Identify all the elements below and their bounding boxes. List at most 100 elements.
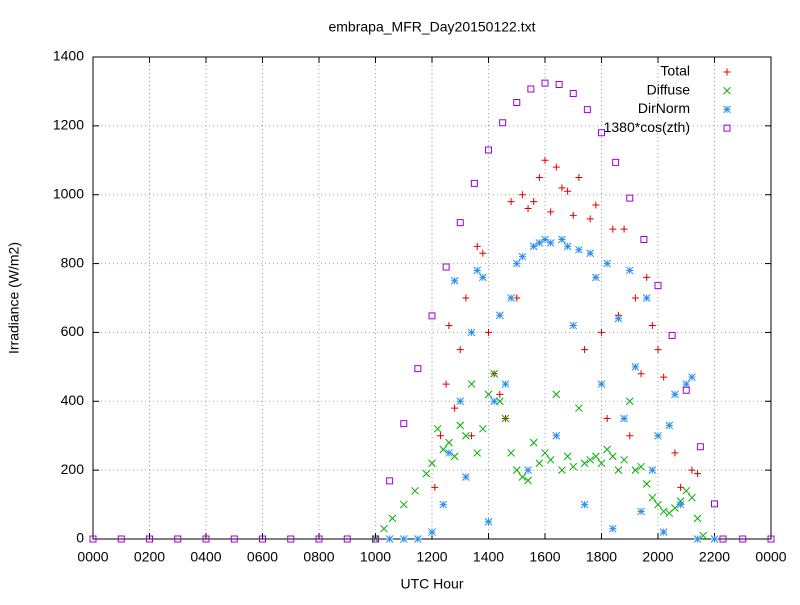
point [473,266,482,275]
point [428,528,436,536]
legend-label: Total [660,63,690,79]
point [597,459,606,468]
point [660,373,668,381]
point [518,473,527,481]
point [569,211,577,219]
series [385,235,719,543]
legend-label: DirNorm [638,100,690,116]
point [473,242,481,250]
point [558,235,566,244]
point [614,466,623,474]
point [620,455,628,464]
point [668,332,676,340]
point [586,455,595,464]
point [688,373,696,382]
x-tick-label: 0000 [77,549,108,565]
point [625,266,634,275]
x-tick-label: 0600 [247,549,278,565]
point [665,421,674,430]
point [524,466,532,474]
point [89,535,97,543]
point [569,462,578,471]
point [490,397,499,406]
point [146,535,153,543]
x-tick-label: 1800 [586,549,617,565]
point [485,328,492,336]
point [467,380,476,388]
point [527,85,535,93]
point [580,459,589,468]
point [414,535,422,543]
point [659,528,668,536]
point [620,414,628,423]
point [485,146,492,154]
point [654,500,662,509]
point [507,294,515,302]
point [372,535,379,543]
point [468,432,476,440]
y-tick-label: 1000 [53,185,84,201]
point [478,424,487,433]
point [625,397,634,406]
point [439,500,448,509]
point [230,535,238,543]
point [315,535,323,543]
point [512,466,521,474]
point [386,477,394,485]
point [388,514,397,523]
point [512,259,521,268]
point [422,469,431,478]
legend-marker [723,124,731,132]
point [518,252,527,261]
point [648,493,657,502]
point [598,328,605,336]
point [445,438,453,447]
point [428,312,436,320]
point [535,459,544,468]
series [89,79,775,543]
point [380,524,388,533]
x-tick-label: 1000 [360,549,391,565]
point [411,486,419,495]
point [598,129,605,137]
point [603,415,611,422]
x-tick-label: 1400 [473,549,504,565]
point [371,535,380,543]
point [117,535,125,543]
point [676,500,685,509]
point [385,535,394,543]
y-tick-label: 1400 [53,48,84,64]
point [710,535,719,543]
point [473,449,482,457]
point [586,249,595,258]
point [513,98,521,106]
point [495,397,504,406]
point [445,449,453,457]
point [631,363,640,371]
point [431,483,439,491]
x-axis-label: UTC Hour [400,576,463,592]
legend-label: 1380*cos(zth) [604,119,690,135]
point [259,535,266,543]
point [739,535,747,543]
point [456,421,465,430]
point [541,235,549,244]
plot-border [92,56,772,540]
point [541,156,549,164]
x-tick-label: 0000 [755,549,786,565]
point [524,204,532,212]
point [484,517,493,526]
point [470,179,478,187]
point [642,294,651,302]
x-tick-label: 0400 [190,549,221,565]
point [694,470,702,478]
point [620,225,628,233]
point [699,531,708,540]
point [626,432,634,440]
point [654,346,662,354]
point [637,462,645,471]
point [688,493,696,502]
point [479,249,487,257]
point [614,314,623,323]
point [555,81,563,89]
